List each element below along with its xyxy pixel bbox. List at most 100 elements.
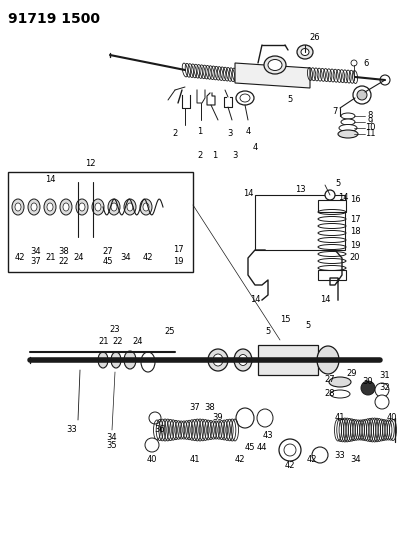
Ellipse shape <box>208 349 228 371</box>
Text: 42: 42 <box>235 456 245 464</box>
Text: 7: 7 <box>333 108 338 117</box>
Text: 42: 42 <box>307 456 317 464</box>
Bar <box>318 200 346 212</box>
Text: 12: 12 <box>85 159 95 168</box>
Ellipse shape <box>238 354 248 366</box>
Text: 22: 22 <box>113 337 123 346</box>
Text: 21: 21 <box>99 337 109 346</box>
Text: 23: 23 <box>110 326 120 335</box>
Ellipse shape <box>28 199 40 215</box>
Ellipse shape <box>140 199 152 215</box>
Text: 4: 4 <box>252 143 258 152</box>
Text: 5: 5 <box>287 95 293 104</box>
Text: 45: 45 <box>103 257 113 266</box>
Text: 5: 5 <box>265 327 271 336</box>
Ellipse shape <box>124 199 136 215</box>
Text: 6: 6 <box>363 60 369 69</box>
Text: 17: 17 <box>350 215 360 224</box>
Circle shape <box>353 86 371 104</box>
Ellipse shape <box>234 349 252 371</box>
Ellipse shape <box>31 203 37 211</box>
Text: 39: 39 <box>213 414 223 423</box>
Text: 28: 28 <box>325 389 335 398</box>
Text: 11: 11 <box>365 130 375 139</box>
Text: 34: 34 <box>121 253 131 262</box>
Text: 21: 21 <box>46 253 56 262</box>
Text: 42: 42 <box>143 253 153 262</box>
Ellipse shape <box>301 49 309 55</box>
Text: 16: 16 <box>350 196 360 205</box>
Text: 4: 4 <box>245 127 251 136</box>
Text: 35: 35 <box>107 441 117 450</box>
Bar <box>8 172 193 272</box>
Ellipse shape <box>63 203 69 211</box>
Ellipse shape <box>341 119 355 125</box>
Text: 10: 10 <box>365 124 375 133</box>
Text: 5: 5 <box>305 320 311 329</box>
Ellipse shape <box>338 130 358 138</box>
Text: 34: 34 <box>351 456 361 464</box>
Text: 1: 1 <box>197 127 203 136</box>
Ellipse shape <box>111 352 121 368</box>
Polygon shape <box>235 63 310 88</box>
Text: 8: 8 <box>367 111 373 120</box>
Ellipse shape <box>124 351 136 369</box>
Circle shape <box>325 190 335 200</box>
Text: 43: 43 <box>263 432 273 440</box>
Ellipse shape <box>47 203 53 211</box>
Text: 91719 1500: 91719 1500 <box>8 12 100 26</box>
Text: 33: 33 <box>335 450 345 459</box>
Ellipse shape <box>92 199 104 215</box>
Text: 30: 30 <box>363 377 373 386</box>
Text: 22: 22 <box>59 257 69 266</box>
Ellipse shape <box>317 346 339 374</box>
Ellipse shape <box>98 352 108 368</box>
Bar <box>258 345 318 375</box>
Text: 19: 19 <box>173 257 183 266</box>
Text: 14: 14 <box>338 192 348 201</box>
Text: 19: 19 <box>350 240 360 249</box>
Text: 25: 25 <box>165 327 175 336</box>
Text: 37: 37 <box>31 257 41 266</box>
Text: 29: 29 <box>347 369 357 378</box>
Ellipse shape <box>127 203 133 211</box>
Ellipse shape <box>111 203 117 211</box>
Text: 27: 27 <box>103 247 113 256</box>
Text: 42: 42 <box>15 253 25 262</box>
Text: 14: 14 <box>250 295 260 304</box>
Circle shape <box>357 90 367 100</box>
Circle shape <box>375 383 389 397</box>
Text: 45: 45 <box>245 443 255 453</box>
Text: 36: 36 <box>155 425 165 434</box>
Circle shape <box>145 438 159 452</box>
Text: 42: 42 <box>285 461 295 470</box>
Text: 31: 31 <box>380 370 390 379</box>
Ellipse shape <box>76 199 88 215</box>
Ellipse shape <box>330 390 350 398</box>
Text: 40: 40 <box>387 414 397 423</box>
Bar <box>318 270 346 280</box>
Ellipse shape <box>79 203 85 211</box>
Text: 14: 14 <box>45 175 55 184</box>
Text: 34: 34 <box>107 433 117 442</box>
Text: 40: 40 <box>147 456 157 464</box>
Text: 34: 34 <box>31 247 41 256</box>
Text: 27: 27 <box>325 376 335 384</box>
Text: 5: 5 <box>335 179 341 188</box>
Text: 14: 14 <box>243 189 253 198</box>
Text: 20: 20 <box>350 254 360 262</box>
Text: 38: 38 <box>59 247 69 256</box>
Ellipse shape <box>297 45 313 59</box>
Text: 1: 1 <box>212 150 218 159</box>
Circle shape <box>312 447 328 463</box>
Ellipse shape <box>108 199 120 215</box>
Ellipse shape <box>15 203 21 211</box>
Text: 32: 32 <box>380 384 390 392</box>
Circle shape <box>380 75 390 85</box>
Text: 41: 41 <box>190 456 200 464</box>
Ellipse shape <box>264 56 286 74</box>
Ellipse shape <box>95 203 101 211</box>
Ellipse shape <box>329 377 351 387</box>
Circle shape <box>351 60 357 66</box>
Ellipse shape <box>60 199 72 215</box>
